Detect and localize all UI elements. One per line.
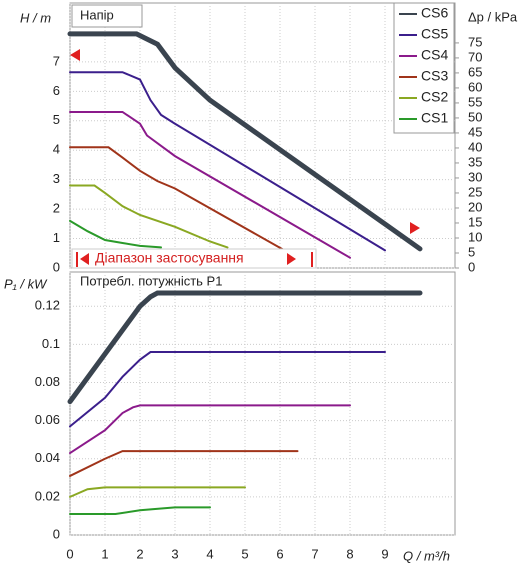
y2-tick-label: 50 [468, 109, 482, 124]
legend-label: CS1 [421, 110, 448, 126]
curve [69, 219, 162, 249]
y-tick-label: 0.02 [35, 488, 60, 503]
curve [69, 486, 246, 498]
y2-tick-label: 25 [468, 184, 482, 199]
legend-label: CS3 [421, 68, 448, 84]
y-tick-label: 0.1 [42, 336, 60, 351]
x-tick-label: 7 [311, 546, 318, 561]
y2-tick-label: 5 [468, 244, 475, 259]
x-tick-label: 1 [101, 546, 108, 561]
y-tick-label: 2 [53, 201, 60, 216]
bottom-title: Потребл. потужність P1 [80, 273, 222, 288]
marker [70, 49, 80, 61]
marker [410, 222, 420, 234]
y2-tick-label: 65 [468, 64, 482, 79]
x-tick-label: 0 [66, 546, 73, 561]
y-axis-label: H / m [20, 10, 51, 25]
curve [69, 506, 211, 516]
curve [69, 71, 386, 252]
x-tick-label: 5 [241, 546, 248, 561]
y-tick-label: 5 [53, 112, 60, 127]
y-tick-label: 1 [53, 230, 60, 245]
legend-label: CS2 [421, 89, 448, 105]
curve [69, 110, 351, 259]
y-tick-label: 3 [53, 171, 60, 186]
bottom-frame [69, 271, 456, 536]
curve [69, 184, 229, 249]
title-box [71, 4, 143, 28]
legend-label: CS4 [421, 47, 448, 63]
y2-tick-label: 75 [468, 34, 482, 49]
y2-tick-label: 45 [468, 124, 482, 139]
range-arrow [287, 253, 296, 265]
y2-tick-label: 60 [468, 79, 482, 94]
legend-label: CS5 [421, 26, 448, 42]
x-tick-label: 6 [276, 546, 283, 561]
y2-axis-label: Δp / kPa [468, 9, 518, 24]
x-tick-label: 9 [381, 546, 388, 561]
x-axis-label: Q / m³/h [403, 548, 450, 563]
y2-tick-label: 40 [468, 139, 482, 154]
curve [69, 450, 299, 477]
y-tick-label: 0.04 [35, 450, 60, 465]
curve [67, 290, 423, 405]
y-tick-label: 6 [53, 83, 60, 98]
y2-tick-label: 0 [468, 259, 475, 274]
top-title: Напір [80, 7, 114, 22]
y2-tick-label: 70 [468, 49, 482, 64]
y2-tick-label: 55 [468, 94, 482, 109]
y2-tick-label: 35 [468, 154, 482, 169]
y2-tick-label: 10 [468, 229, 482, 244]
x-tick-label: 4 [206, 546, 213, 561]
spacer [278, 283, 279, 284]
curve [69, 404, 351, 455]
legend-label: CS6 [421, 5, 448, 21]
y-tick-label: 0.12 [35, 298, 60, 313]
range-arrow [80, 253, 89, 265]
y-axis-label: P₁ / kW [4, 276, 48, 291]
x-tick-label: 8 [346, 546, 353, 561]
curve [69, 351, 386, 428]
curve [67, 31, 423, 252]
y2-tick-label: 15 [468, 214, 482, 229]
y-tick-label: 7 [53, 53, 60, 68]
curve [69, 146, 299, 259]
y2-tick-label: 20 [468, 199, 482, 214]
annotation: Діапазон застосування [95, 250, 244, 266]
x-tick-label: 2 [136, 546, 143, 561]
y-tick-label: 0.06 [35, 412, 60, 427]
y-tick-label: 0 [53, 259, 60, 274]
y-tick-label: 4 [53, 142, 60, 157]
range-box [71, 248, 317, 269]
y-tick-label: 0.08 [35, 374, 60, 389]
x-tick-label: 3 [171, 546, 178, 561]
legend [393, 2, 455, 134]
y-tick-label: 0 [53, 526, 60, 541]
y2-tick-label: 30 [468, 169, 482, 184]
